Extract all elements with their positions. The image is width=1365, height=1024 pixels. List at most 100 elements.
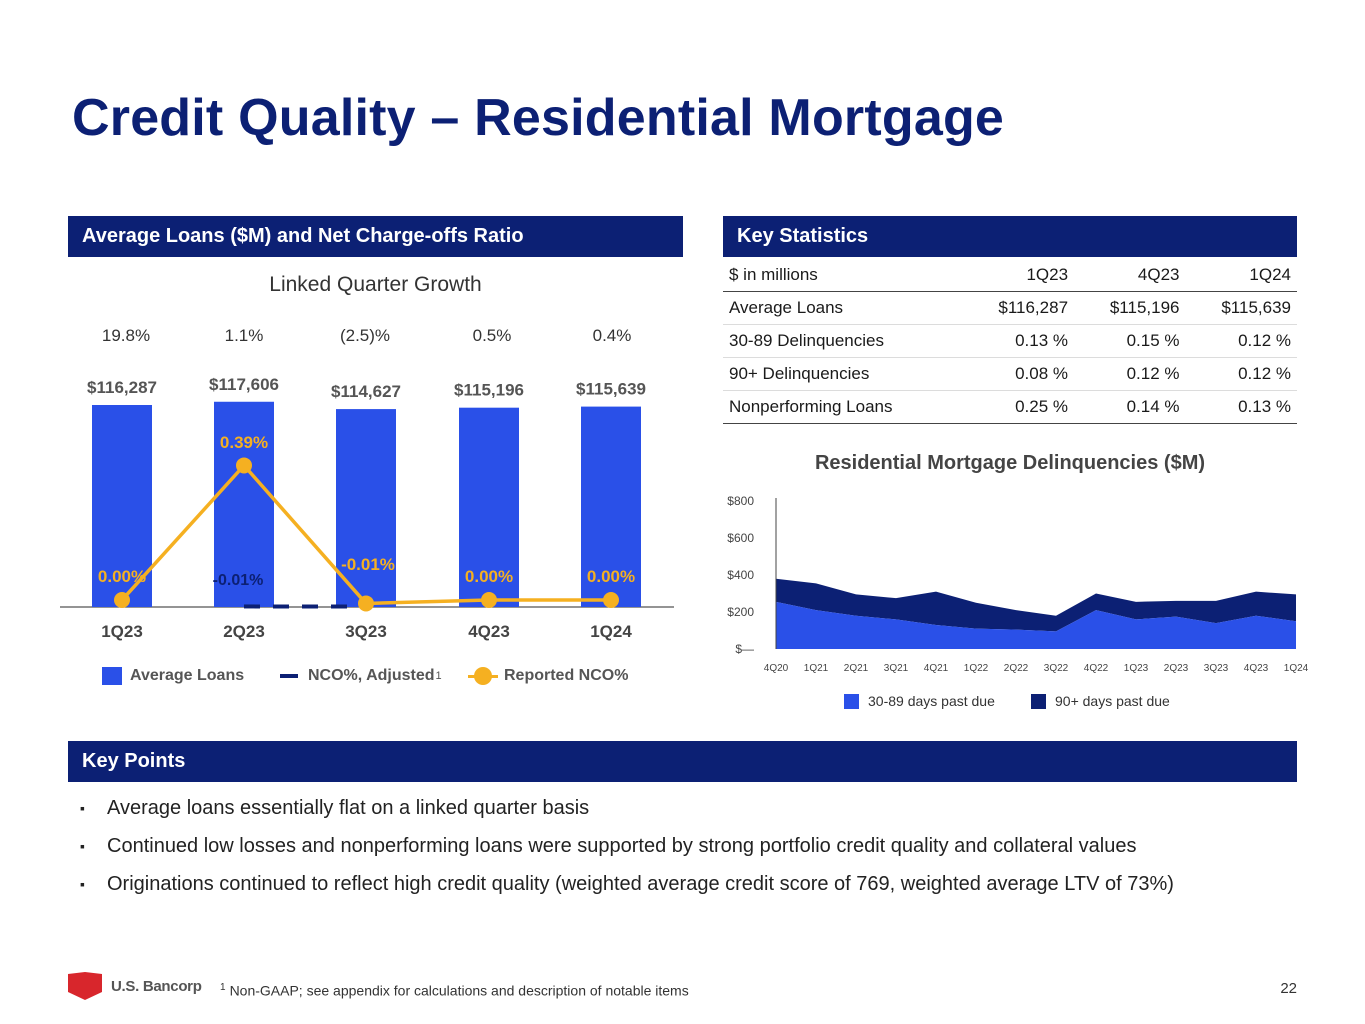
delinquencies-chart-title: Residential Mortgage Delinquencies ($M) bbox=[814, 452, 1206, 474]
cell-value: 0.13 % bbox=[1185, 390, 1297, 424]
x-tick-label: 1Q23 bbox=[1124, 663, 1149, 674]
legend-swatch bbox=[468, 667, 498, 685]
table-row: Nonperforming Loans 0.25 % 0.14 % 0.13 % bbox=[723, 390, 1297, 424]
legend-30-89-days: 30-89 days past due bbox=[844, 693, 995, 709]
x-tick-label: 2Q23 bbox=[223, 622, 265, 641]
column-header: 1Q23 bbox=[962, 259, 1075, 292]
loans-nco-chart: $116,287 1Q23 $117,606 2Q23 $114,627 3Q23 $115… bbox=[60, 375, 674, 641]
x-tick-label: 2Q22 bbox=[1004, 663, 1029, 674]
page-number: 22 bbox=[1280, 980, 1297, 997]
x-tick-label: 1Q23 bbox=[101, 622, 143, 641]
area-90-plus-days bbox=[776, 578, 1296, 632]
legend-label: 30-89 days past due bbox=[868, 693, 995, 709]
x-tick-label: 1Q21 bbox=[804, 663, 829, 674]
shield-logo-icon bbox=[68, 972, 102, 1000]
bar-value-label: $115,196 bbox=[454, 381, 524, 400]
loans-chart-header: Average Loans ($M) and Net Charge-offs R… bbox=[68, 216, 683, 257]
cell-value: 0.12 % bbox=[1074, 357, 1186, 391]
page-title: Credit Quality – Residential Mortgage bbox=[72, 89, 1005, 147]
growth-value: (2.5)% bbox=[339, 326, 391, 345]
x-tick-label: 4Q20 bbox=[764, 663, 789, 674]
nco-adjusted-label: -0.01% bbox=[213, 572, 264, 589]
average-loans-bar bbox=[92, 405, 152, 607]
x-tick-label: 2Q21 bbox=[844, 663, 869, 674]
legend-swatch bbox=[280, 674, 298, 678]
linked-quarter-growth-title: Linked Quarter Growth bbox=[269, 273, 482, 296]
legend-label: 90+ days past due bbox=[1055, 693, 1170, 709]
delinquencies-area-chart: $— $200 $400 $600 $800 4Q20 1Q21 2Q21 3Q21 4Q21 1Q… bbox=[727, 494, 1309, 674]
table-row: 30-89 Delinquencies 0.13 % 0.15 % 0.12 % bbox=[723, 324, 1297, 358]
reported-nco-point bbox=[603, 592, 619, 608]
y-tick-label: $— bbox=[735, 642, 754, 656]
cell-value: $115,196 bbox=[1074, 291, 1186, 325]
legend-reported-nco: Reported NCO% bbox=[468, 667, 628, 685]
cell-value: 0.25 % bbox=[962, 390, 1075, 424]
legend-label: NCO%, Adjusted bbox=[308, 667, 435, 684]
y-tick-label: $800 bbox=[727, 494, 754, 508]
x-tick-label: 4Q21 bbox=[924, 663, 949, 674]
legend-label: Average Loans bbox=[130, 667, 245, 684]
list-item: Originations continued to reflect high c… bbox=[78, 865, 1348, 903]
x-tick-label: 4Q23 bbox=[468, 622, 510, 641]
cell-value: 0.12 % bbox=[1185, 324, 1297, 358]
average-loans-bar bbox=[459, 407, 519, 607]
average-loans-bar bbox=[581, 406, 641, 607]
legend-swatch bbox=[1031, 693, 1046, 709]
bar-value-label: $115,639 bbox=[576, 380, 646, 399]
key-points-list: Average loans essentially flat on a link… bbox=[78, 789, 1348, 903]
nco-label: 0.00% bbox=[465, 567, 513, 586]
bar-value-label: $116,287 bbox=[87, 378, 157, 397]
x-tick-label: 3Q22 bbox=[1044, 663, 1069, 674]
bar-value-label: $117,606 bbox=[209, 375, 279, 394]
x-tick-label: 1Q22 bbox=[964, 663, 989, 674]
table-row: 90+ Delinquencies 0.08 % 0.12 % 0.12 % bbox=[723, 357, 1297, 391]
x-tick-label: 1Q24 bbox=[1284, 663, 1309, 674]
average-loans-bar bbox=[336, 409, 396, 607]
legend-90-plus-days: 90+ days past due bbox=[1031, 693, 1170, 709]
cell-value: 0.15 % bbox=[1074, 324, 1186, 358]
nco-adjusted-label: -0.01% bbox=[341, 555, 395, 574]
nco-label: 0.00% bbox=[587, 567, 635, 586]
nco-label: 0.39% bbox=[220, 433, 268, 452]
row-label: 90+ Delinquencies bbox=[723, 357, 963, 391]
list-item: Average loans essentially flat on a link… bbox=[78, 789, 1348, 827]
average-loans-bar bbox=[214, 401, 274, 607]
x-tick-label: 2Q23 bbox=[1164, 663, 1189, 674]
x-tick-label: 3Q23 bbox=[345, 622, 387, 641]
legend-swatch bbox=[102, 667, 122, 685]
cell-value: 0.12 % bbox=[1185, 357, 1297, 391]
column-header: 1Q24 bbox=[1185, 259, 1297, 292]
area-30-89-days bbox=[776, 601, 1296, 649]
row-label: Nonperforming Loans bbox=[723, 390, 963, 424]
column-header: $ in millions bbox=[723, 259, 963, 292]
column-header: 4Q23 bbox=[1074, 259, 1186, 292]
footnote-text: Non-GAAP; see appendix for calculations … bbox=[229, 982, 689, 999]
y-tick-label: $400 bbox=[727, 568, 754, 582]
cell-value: $116,287 bbox=[962, 291, 1075, 325]
key-points-header: Key Points bbox=[68, 741, 1297, 782]
cell-value: $115,639 bbox=[1185, 291, 1297, 325]
table-row: Average Loans $116,287 $115,196 $115,639 bbox=[723, 291, 1297, 325]
legend-nco-adjusted: NCO%, Adjusted 1 bbox=[280, 667, 442, 685]
nco-label: 0.00% bbox=[98, 567, 146, 586]
row-label: Average Loans bbox=[723, 291, 963, 325]
reported-nco-point bbox=[236, 457, 252, 474]
x-tick-label: 4Q23 bbox=[1244, 663, 1269, 674]
reported-nco-point bbox=[114, 592, 130, 608]
key-statistics-table: $ in millions 1Q23 4Q23 1Q24 Average Loa… bbox=[723, 259, 1297, 424]
us-bancorp-logo: U.S. Bancorp bbox=[68, 972, 202, 1000]
list-item: Continued low losses and nonperforming l… bbox=[78, 827, 1348, 865]
footnote-marker: 1 bbox=[435, 670, 442, 682]
legend-average-loans: Average Loans bbox=[102, 667, 244, 685]
footnote: 1 Non-GAAP; see appendix for calculations… bbox=[220, 982, 689, 999]
growth-value: 0.5% bbox=[472, 326, 512, 345]
bar-value-label: $114,627 bbox=[331, 382, 401, 401]
row-label: 30-89 Delinquencies bbox=[723, 324, 963, 358]
reported-nco-point bbox=[358, 595, 374, 612]
reported-nco-point bbox=[481, 592, 497, 608]
x-tick-label: 3Q23 bbox=[1204, 663, 1229, 674]
cell-value: 0.14 % bbox=[1074, 390, 1186, 424]
legend-swatch bbox=[844, 693, 859, 709]
key-statistics-header: Key Statistics bbox=[723, 216, 1297, 257]
y-tick-label: $200 bbox=[727, 605, 754, 619]
